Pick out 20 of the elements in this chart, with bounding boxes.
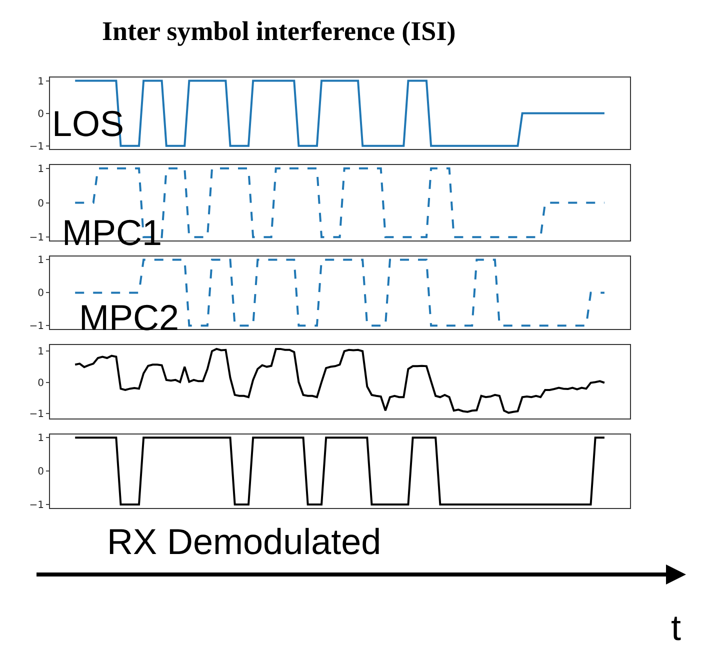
y-tick-label: 1 <box>38 76 44 88</box>
y-tick-label: 0 <box>38 288 44 300</box>
y-tick-label: 1 <box>38 433 44 444</box>
y-tick-label: 1 <box>38 164 44 175</box>
y-tick-label: −1 <box>29 409 44 420</box>
y-tick-label: 0 <box>38 108 44 120</box>
y-tick-label: −1 <box>29 500 44 512</box>
line-series <box>74 348 606 414</box>
y-tick-label: −1 <box>29 141 44 152</box>
y-tick-label: 1 <box>38 255 44 266</box>
y-tick-label: 0 <box>38 378 44 389</box>
series-label: RX Demodulated <box>107 521 382 562</box>
y-tick-label: −1 <box>29 232 44 244</box>
chart-title: Inter symbol interference (ISI) <box>102 16 456 46</box>
y-tick-label: 0 <box>38 198 44 210</box>
series-label: MPC2 <box>79 297 180 338</box>
y-tick-label: 1 <box>38 346 44 358</box>
y-tick-label: −1 <box>29 321 44 332</box>
x-axis-title: t <box>671 607 682 648</box>
y-tick-label: 0 <box>38 466 44 478</box>
